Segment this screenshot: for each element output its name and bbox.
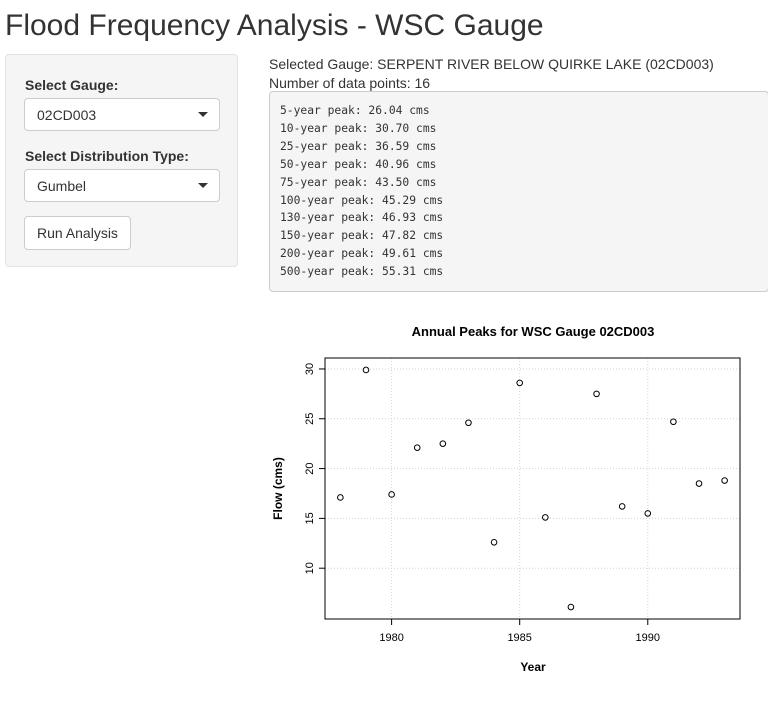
result-line: 500-year peak: 55.31 cms <box>280 265 444 279</box>
data-point <box>567 603 575 611</box>
x-tick-label: 1985 <box>507 632 531 644</box>
result-line: 25-year peak: 36.59 cms <box>280 139 437 153</box>
result-line: 200-year peak: 49.61 cms <box>280 247 444 261</box>
data-point <box>439 440 447 447</box>
x-tick-label: 1980 <box>379 632 403 644</box>
y-tick-label: 15 <box>304 512 316 524</box>
gauge-select-value: 02CD003 <box>37 107 97 123</box>
result-line: 5-year peak: 26.04 cms <box>280 104 430 117</box>
selected-gauge-text: Selected Gauge: SERPENT RIVER BELOW QUIR… <box>269 56 714 72</box>
y-tick-label: 25 <box>304 413 316 425</box>
result-line: 150-year peak: 47.82 cms <box>280 229 444 243</box>
chart-axes: 1980 1985 1990 10 15 20 25 30 <box>304 363 660 644</box>
annual-peaks-chart: Annual Peaks for WSC Gauge 02CD003 1980 1… <box>271 324 741 674</box>
data-point <box>490 538 498 546</box>
data-point <box>516 379 523 387</box>
plot-frame <box>324 357 741 620</box>
chart-grid <box>325 358 740 619</box>
chevron-down-icon <box>198 112 208 117</box>
y-tick-label: 10 <box>304 562 316 574</box>
data-point <box>413 444 421 451</box>
run-analysis-button[interactable]: Run Analysis <box>24 216 131 250</box>
result-line: 100-year peak: 45.29 cms <box>280 193 444 207</box>
gauge-select-label: Select Gauge: <box>25 77 119 93</box>
data-point <box>337 494 344 501</box>
x-tick-label: 1990 <box>636 632 660 644</box>
distribution-select-label: Select Distribution Type: <box>25 148 189 164</box>
data-point <box>388 491 395 498</box>
data-point <box>644 510 652 517</box>
data-point <box>465 419 472 427</box>
y-tick-label: 20 <box>304 462 316 474</box>
result-line: 130-year peak: 46.93 cms <box>280 211 444 225</box>
data-point <box>721 477 728 484</box>
y-tick-label: 30 <box>304 363 316 375</box>
result-line: 10-year peak: 30.70 cms <box>280 121 437 135</box>
data-points-text: Number of data points: 16 <box>269 75 431 91</box>
y-axis-label: Flow (cms) <box>271 457 285 520</box>
result-line: 75-year peak: 43.50 cms <box>280 175 437 189</box>
data-point <box>670 418 677 426</box>
page-title: Flood Frequency Analysis - WSC Gauge <box>5 9 544 42</box>
distribution-select[interactable]: Gumbel <box>24 169 220 202</box>
distribution-select-value: Gumbel <box>37 178 87 194</box>
data-point <box>695 480 703 487</box>
chevron-down-icon <box>198 183 208 188</box>
results-output: 5-year peak: 26.04 cms 10-year peak: 30.… <box>269 91 768 292</box>
data-point <box>593 390 600 398</box>
data-point <box>618 503 626 510</box>
data-point <box>542 514 549 521</box>
chart-title: Annual Peaks for WSC Gauge 02CD003 <box>412 324 655 339</box>
x-axis-label: Year <box>520 660 546 674</box>
chart-points <box>337 366 728 611</box>
data-point <box>362 366 370 374</box>
result-line: 50-year peak: 40.96 cms <box>280 157 437 171</box>
gauge-select[interactable]: 02CD003 <box>24 98 220 131</box>
sidebar-panel: Select Gauge: 02CD003 Select Distributio… <box>5 54 238 267</box>
